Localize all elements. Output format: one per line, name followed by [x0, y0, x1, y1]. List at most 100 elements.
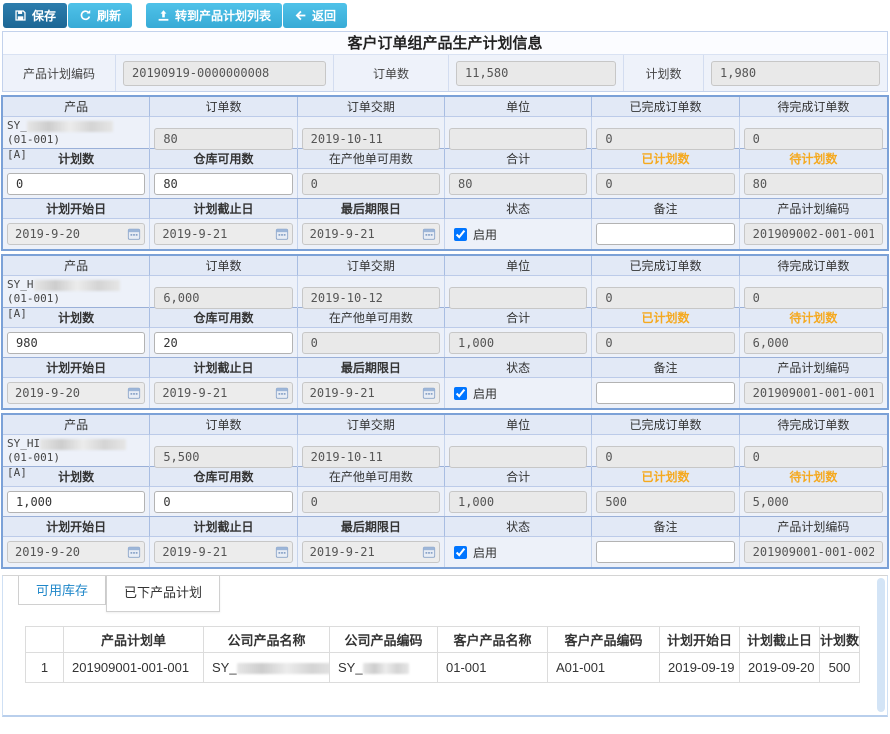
- plan-code-field: [743, 382, 883, 404]
- product-name: SY_ (01-001) [A]: [3, 117, 151, 162]
- deadline-header: 最后期限日: [297, 517, 445, 537]
- toolbar-group-left: 保存 刷新: [3, 3, 133, 28]
- other-order-available-field: [301, 172, 440, 195]
- pending-order-qty-header: 待完成订单数: [739, 415, 887, 435]
- customer-product-code-cell: A01-001: [547, 652, 660, 683]
- other-order-available-header: 在产他单可用数: [297, 467, 445, 487]
- calendar-icon[interactable]: [422, 545, 436, 559]
- deadline-datebox[interactable]: 2019-9-21: [301, 541, 440, 563]
- remark-field[interactable]: [596, 541, 735, 563]
- vertical-scrollbar[interactable]: [877, 578, 885, 712]
- company-product-name-cell: SY_: [203, 652, 330, 683]
- plan-end-datebox[interactable]: 2019-9-21: [154, 541, 293, 563]
- unit-field: [448, 287, 588, 310]
- company-product-code-cell: SY_: [329, 652, 438, 683]
- goto-plan-list-button[interactable]: 转到产品计划列表: [146, 3, 283, 28]
- order-qty-header: 订单数: [150, 415, 298, 435]
- plan-qty-field[interactable]: [7, 331, 146, 354]
- block-header-row-2: 计划数 仓库可用数 在产他单可用数 合计 已计划数 待计划数: [3, 467, 887, 487]
- calendar-icon[interactable]: [275, 386, 289, 400]
- calendar-icon[interactable]: [275, 545, 289, 559]
- save-button[interactable]: 保存: [3, 3, 68, 28]
- plan-qty-header: 计划数: [3, 308, 151, 328]
- plan-end-cell: 2019-09-20: [739, 652, 820, 683]
- plan-code-header: 产品计划编码: [739, 358, 887, 378]
- calendar-icon[interactable]: [127, 227, 141, 241]
- back-button[interactable]: 返回: [283, 3, 348, 28]
- warehouse-available-field[interactable]: [154, 490, 293, 513]
- warehouse-available-field[interactable]: [154, 172, 293, 195]
- completed-order-qty-field: [596, 446, 735, 469]
- other-order-available-field: [301, 331, 440, 354]
- unit-field: [448, 446, 588, 469]
- tab-placed-product-plans[interactable]: 已下产品计划: [106, 576, 221, 612]
- customer-product-code-header: 客户产品编码: [547, 626, 660, 653]
- plan-end-datebox[interactable]: 2019-9-21: [154, 223, 293, 245]
- calendar-icon[interactable]: [422, 386, 436, 400]
- planned-qty-header: 已计划数: [592, 467, 740, 487]
- unit-field: [448, 128, 588, 151]
- deadline-datebox[interactable]: 2019-9-21: [301, 382, 440, 404]
- plan-qty-field[interactable]: [7, 490, 146, 513]
- block-header-row-1: 产品 订单数 订单交期 单位 已完成订单数 待完成订单数: [3, 415, 887, 435]
- warehouse-available-header: 仓库可用数: [150, 308, 298, 328]
- table-row[interactable]: 1 201909001-001-001 SY_ SY_ 01-001 A01-0…: [25, 652, 860, 683]
- tab-available-inventory[interactable]: 可用库存: [18, 576, 107, 605]
- remark-field[interactable]: [596, 382, 735, 404]
- calendar-icon[interactable]: [127, 386, 141, 400]
- warehouse-available-field[interactable]: [154, 331, 293, 354]
- plan-start-col-header: 计划开始日: [659, 626, 740, 653]
- order-qty-label: 订单数: [333, 55, 448, 91]
- total-field: [448, 331, 588, 354]
- block-value-row-1: SY_ (01-001) [A]: [3, 117, 887, 162]
- remark-header: 备注: [592, 517, 740, 537]
- block-value-row-1: SY_H (01-001) [A]: [3, 276, 887, 321]
- product-header: 产品: [3, 97, 151, 117]
- plan-end-datebox[interactable]: 2019-9-21: [154, 382, 293, 404]
- deadline-datebox[interactable]: 2019-9-21: [301, 223, 440, 245]
- bottom-panel: 可用库存 已下产品计划 产品计划单 公司产品名称 公司产品编码 客户产品名称 客…: [2, 575, 888, 717]
- refresh-button[interactable]: 刷新: [68, 3, 133, 28]
- order-due-header: 订单交期: [297, 97, 445, 117]
- product-name: SY_HI (01-001) [A]: [3, 435, 151, 480]
- plan-start-datebox[interactable]: 2019-9-20: [7, 541, 146, 563]
- warehouse-available-header: 仓库可用数: [150, 467, 298, 487]
- back-button-label: 返回: [312, 9, 337, 23]
- block-header-row-1: 产品 订单数 订单交期 单位 已完成订单数 待完成订单数: [3, 97, 887, 117]
- enabled-checkbox[interactable]: [453, 545, 467, 559]
- plan-start-datebox[interactable]: 2019-9-20: [7, 223, 146, 245]
- plan-start-datebox[interactable]: 2019-9-20: [7, 382, 146, 404]
- plan-qty-header: 计划数: [3, 467, 151, 487]
- back-arrow-icon: [295, 10, 306, 21]
- to-plan-qty-header: 待计划数: [739, 149, 887, 169]
- block-header-row-3: 计划开始日 计划截止日 最后期限日 状态 备注 产品计划编码: [3, 199, 887, 219]
- status-header: 状态: [444, 358, 593, 378]
- product-header: 产品: [3, 415, 151, 435]
- plan-start-header: 计划开始日: [3, 199, 151, 219]
- remark-field[interactable]: [596, 223, 735, 245]
- pending-order-qty-field: [743, 446, 883, 469]
- refresh-icon: [80, 9, 91, 21]
- calendar-icon[interactable]: [275, 227, 289, 241]
- order-due-field: [301, 128, 440, 151]
- plan-qty-field[interactable]: [7, 172, 146, 195]
- block-value-row-2: [3, 487, 887, 517]
- to-plan-qty-field: [743, 331, 883, 354]
- tabs-bar: 可用库存 已下产品计划: [3, 576, 887, 612]
- block-value-row-3: 2019-9-20 2019-9-21 2019-9-21 启用: [3, 219, 887, 249]
- calendar-icon[interactable]: [422, 227, 436, 241]
- pending-order-qty-field: [743, 287, 883, 310]
- toolbar: 保存 刷新 转到产品计划列表 返回: [0, 0, 890, 31]
- upload-icon: [158, 10, 169, 21]
- deadline-header: 最后期限日: [297, 358, 445, 378]
- redacted-text: [26, 120, 113, 132]
- calendar-icon[interactable]: [127, 545, 141, 559]
- block-value-row-3: 2019-9-20 2019-9-21 2019-9-21 启用: [3, 378, 887, 408]
- block-header-row-2: 计划数 仓库可用数 在产他单可用数 合计 已计划数 待计划数: [3, 149, 887, 169]
- unit-header: 单位: [444, 97, 593, 117]
- enabled-checkbox-label: 启用: [472, 545, 497, 560]
- enabled-checkbox[interactable]: [453, 386, 467, 400]
- company-product-name-header: 公司产品名称: [203, 626, 330, 653]
- enabled-checkbox[interactable]: [453, 227, 467, 241]
- other-order-available-field: [301, 490, 440, 513]
